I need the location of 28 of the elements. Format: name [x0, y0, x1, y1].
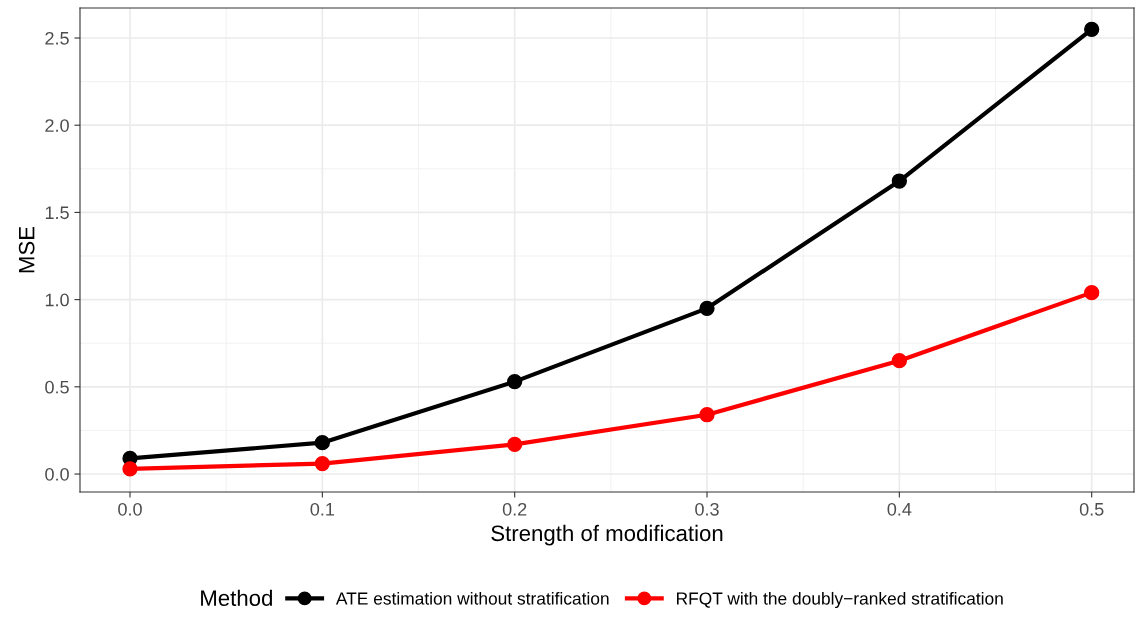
point: [891, 353, 907, 369]
y-tick-label: 0.0: [45, 467, 69, 481]
point: [1084, 21, 1100, 37]
point: [314, 455, 330, 472]
point: [699, 407, 715, 423]
y-tick-label: 0.5: [45, 380, 69, 394]
legend-title: Method: [201, 589, 272, 606]
point: [699, 300, 715, 316]
point: [507, 436, 523, 453]
legend-label: ATE estimation without stratification: [335, 591, 609, 605]
point: [314, 435, 330, 451]
x-tick-label: 0.0: [118, 502, 142, 516]
point: [507, 373, 523, 390]
x-tick-label: 0.4: [887, 502, 912, 516]
y-tick-label: 1.5: [45, 206, 69, 220]
x-tick-label: 0.5: [1079, 502, 1104, 516]
x-tick-label: 0.2: [502, 502, 527, 516]
x-tick-label: 0.1: [310, 502, 335, 516]
x-axis-title: Strength of modification: [491, 524, 723, 546]
point: [1084, 285, 1100, 301]
x-tick-label: 0.3: [695, 502, 719, 516]
legend-label: RFQT with the doubly−ranked stratification: [677, 591, 1003, 609]
y-axis-title: MSE: [18, 226, 35, 273]
y-tick-label: 2.0: [45, 119, 69, 132]
point: [122, 461, 138, 477]
point: [891, 173, 907, 189]
y-tick-label: 1.0: [45, 293, 69, 307]
y-tick-label: 2.5: [45, 31, 69, 45]
